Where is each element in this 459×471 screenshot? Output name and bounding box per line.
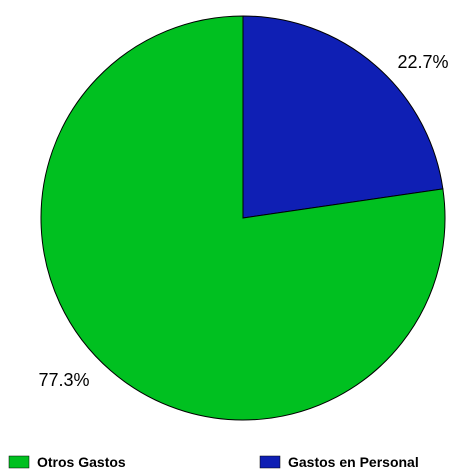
legend-swatch	[8, 455, 30, 469]
pie-slices	[40, 15, 446, 421]
legend-swatch	[259, 455, 281, 469]
pie-slice-gastos-en-personal	[242, 15, 444, 219]
legend-item-otros-gastos: Otros Gastos	[8, 454, 126, 470]
legend-item-gastos-en-personal: Gastos en Personal	[259, 454, 419, 470]
slice-value-label: 77.3%	[38, 370, 89, 390]
slice-labels: 22.7% 77.3%	[38, 52, 448, 390]
legend-label: Gastos en Personal	[288, 454, 419, 470]
legend-label: Otros Gastos	[37, 454, 126, 470]
pie-slice-otros-gastos	[40, 15, 446, 421]
legend: Otros Gastos Gastos en Personal	[8, 454, 419, 470]
slice-value-label: 22.7%	[397, 52, 448, 72]
